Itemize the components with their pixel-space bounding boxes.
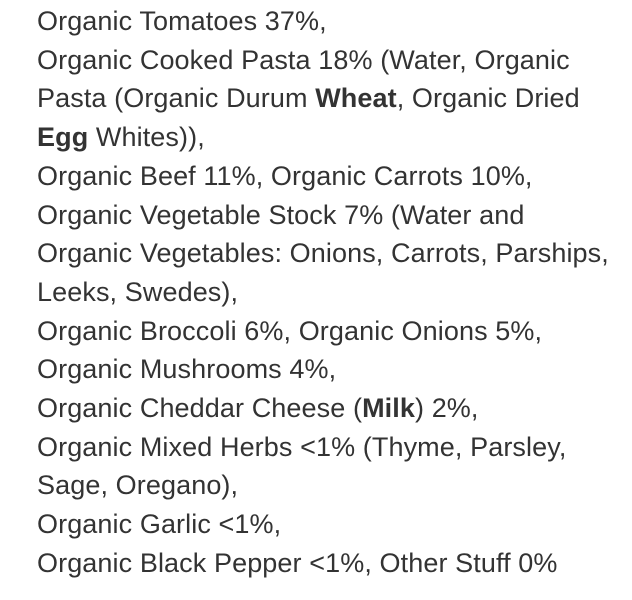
ingredient-text: Organic Mixed Herbs <1% (Thyme, Parsley, xyxy=(37,431,567,462)
ingredient-text: Organic Black Pepper <1%, Other Stuff 0% xyxy=(37,547,558,578)
ingredient-line: Organic Vegetable Stock 7% (Water and xyxy=(37,196,632,235)
ingredient-text: Organic Garlic <1%, xyxy=(37,509,282,540)
allergen-highlight: Egg xyxy=(37,122,89,153)
ingredients-list: Organic Tomatoes 37%, Organic Cooked Past… xyxy=(37,2,632,583)
allergen-highlight: Milk xyxy=(362,393,415,424)
ingredient-text: Organic Mushrooms 4%, xyxy=(37,354,337,385)
ingredient-text: Organic Cheddar Cheese ( xyxy=(37,393,363,424)
ingredient-line: Organic Cheddar Cheese (Milk) 2%, xyxy=(37,389,632,428)
allergen-highlight: Wheat xyxy=(315,83,397,114)
ingredient-text: Organic Broccoli 6%, Organic Onions 5%, xyxy=(37,315,543,346)
ingredient-text: Organic Vegetable Stock 7% (Water and xyxy=(37,199,525,230)
ingredient-text: Leeks, Swedes), xyxy=(37,276,239,307)
ingredient-line: Sage, Oregano), xyxy=(37,466,632,505)
ingredient-line: Organic Beef 11%, Organic Carrots 10%, xyxy=(37,157,632,196)
ingredient-line: Organic Cooked Pasta 18% (Water, Organic xyxy=(37,41,632,80)
ingredient-line: Organic Broccoli 6%, Organic Onions 5%, xyxy=(37,312,632,351)
ingredient-text: Pasta (Organic Durum xyxy=(37,83,316,114)
ingredient-text: Sage, Oregano), xyxy=(37,470,239,501)
ingredient-line: Organic Garlic <1%, xyxy=(37,505,632,544)
ingredient-text: ) 2%, xyxy=(415,393,479,424)
ingredient-line: Organic Tomatoes 37%, xyxy=(37,2,632,41)
ingredient-line: Organic Vegetables: Onions, Carrots, Par… xyxy=(37,234,632,273)
ingredient-line: Egg Whites)), xyxy=(37,118,632,157)
ingredient-text: Organic Beef 11%, Organic Carrots 10%, xyxy=(37,160,533,191)
ingredient-line: Organic Mushrooms 4%, xyxy=(37,350,632,389)
ingredient-text: Organic Vegetables: Onions, Carrots, Par… xyxy=(37,238,609,269)
ingredient-line: Organic Black Pepper <1%, Other Stuff 0% xyxy=(37,544,632,583)
ingredient-line: Pasta (Organic Durum Wheat, Organic Drie… xyxy=(37,79,632,118)
ingredient-text: , Organic Dried xyxy=(396,83,580,114)
ingredient-line: Leeks, Swedes), xyxy=(37,273,632,312)
ingredient-text: Whites)), xyxy=(88,122,205,153)
ingredient-text: Organic Cooked Pasta 18% (Water, Organic xyxy=(37,44,570,75)
ingredient-text: Organic Tomatoes 37%, xyxy=(37,6,327,36)
ingredient-line: Organic Mixed Herbs <1% (Thyme, Parsley, xyxy=(37,428,632,467)
